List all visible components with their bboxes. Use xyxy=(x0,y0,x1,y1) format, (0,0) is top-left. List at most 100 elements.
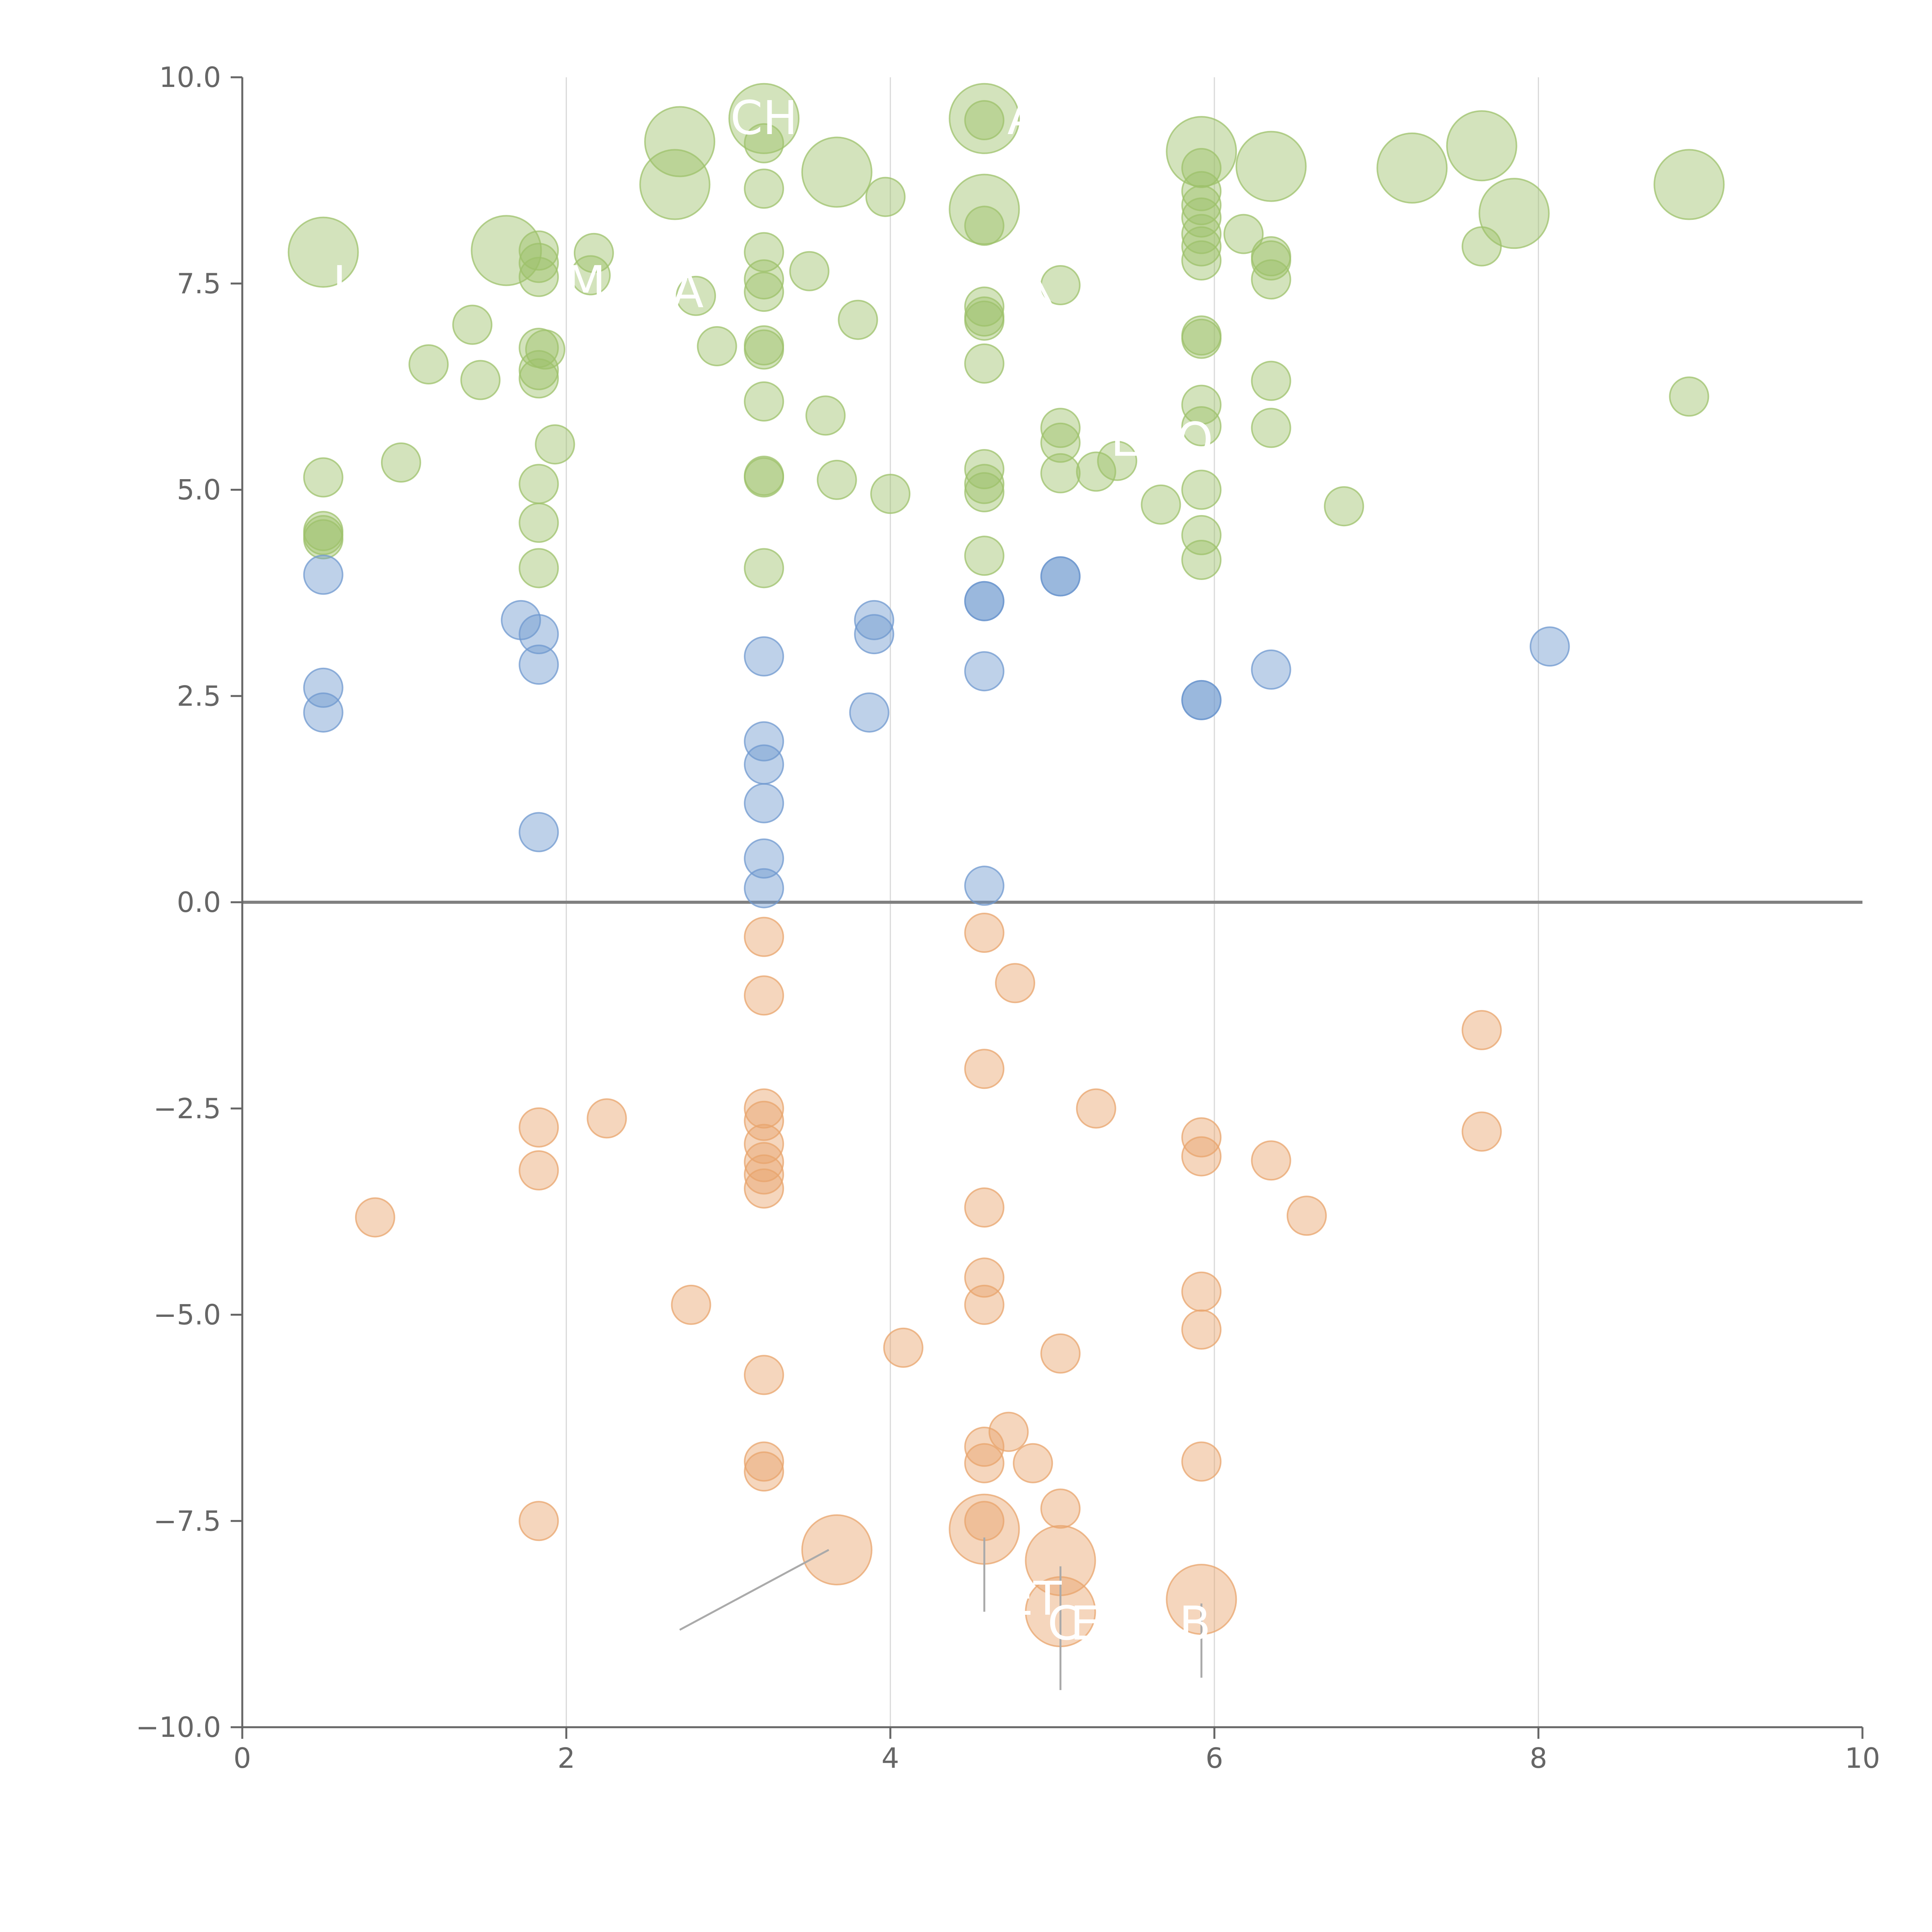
x-tick-label: 6 xyxy=(1206,1742,1223,1774)
green-point xyxy=(964,343,1005,384)
green-point xyxy=(1324,486,1364,527)
green-point xyxy=(789,251,830,291)
blue-point xyxy=(1040,556,1081,597)
green-point xyxy=(519,257,559,297)
green-point xyxy=(519,243,559,283)
green-point xyxy=(964,449,1005,490)
point-label: A xyxy=(1007,92,1039,145)
y-tick-label: −5.0 xyxy=(153,1299,221,1331)
orange-point xyxy=(744,1168,784,1209)
green-point xyxy=(287,216,359,288)
label-leader-lines xyxy=(679,1537,1202,1690)
orange-point xyxy=(964,1187,1005,1228)
orange-point xyxy=(964,1049,1005,1089)
green-point xyxy=(519,358,559,399)
orange-point xyxy=(1040,1488,1081,1529)
green-point xyxy=(1141,484,1181,525)
orange-point xyxy=(744,1100,784,1141)
green-point xyxy=(408,344,449,384)
green-point xyxy=(1653,149,1725,220)
orange-point xyxy=(587,1098,627,1139)
orange-point xyxy=(964,912,1005,953)
green-point xyxy=(1181,384,1222,425)
blue-point xyxy=(854,614,895,655)
blue-point xyxy=(303,667,344,708)
leader-line xyxy=(679,1549,830,1631)
green-point xyxy=(1181,240,1222,281)
green-point xyxy=(644,106,716,177)
orange-point xyxy=(1181,1136,1222,1177)
blue-point xyxy=(964,651,1005,692)
green-point xyxy=(1181,226,1222,267)
green-point xyxy=(744,329,784,370)
blue-point xyxy=(519,812,559,852)
green-point xyxy=(1251,259,1291,300)
orange-point xyxy=(1461,1111,1502,1152)
orange-point xyxy=(883,1327,923,1368)
y-tick-label: 2.5 xyxy=(177,680,221,712)
point-label: A xyxy=(672,265,704,318)
point-label: E xyxy=(1070,1597,1099,1651)
blue-point xyxy=(303,692,344,733)
green-point xyxy=(1461,226,1502,267)
point-label: CH xyxy=(730,92,798,145)
orange-point xyxy=(744,1154,784,1195)
point-label: I xyxy=(333,257,346,310)
green-point xyxy=(870,474,911,514)
point-label: M xyxy=(566,257,606,310)
y-tick-label: −2.5 xyxy=(153,1092,221,1125)
green-point xyxy=(1669,376,1709,417)
point-label: ╲ xyxy=(1023,256,1056,310)
orange-point xyxy=(988,1412,1029,1452)
x-tick-label: 0 xyxy=(233,1742,251,1774)
green-point xyxy=(1181,406,1222,447)
blue-point xyxy=(744,636,784,677)
green-point xyxy=(744,548,784,588)
blue-point xyxy=(744,868,784,908)
x-tick-label: 2 xyxy=(558,1742,575,1774)
green-point xyxy=(452,304,493,345)
green-point xyxy=(1181,148,1222,188)
orange-point xyxy=(1461,1010,1502,1050)
x-tick-label: 10 xyxy=(1845,1742,1880,1774)
green-point xyxy=(964,206,1005,246)
green-point xyxy=(1181,515,1222,555)
orange-point xyxy=(744,1124,784,1164)
blue-point xyxy=(744,783,784,823)
green-point xyxy=(1181,185,1222,225)
green-point xyxy=(639,149,711,220)
green-point xyxy=(303,457,344,498)
blue-point xyxy=(964,581,1005,621)
green-point xyxy=(744,272,784,312)
blue-point xyxy=(1251,649,1291,690)
orange-point xyxy=(1040,1333,1081,1374)
green-point xyxy=(519,502,559,543)
blue-point xyxy=(501,600,541,640)
green-point xyxy=(838,299,878,340)
green-point xyxy=(949,83,1020,154)
blue-point xyxy=(1181,680,1222,720)
orange-point xyxy=(964,1284,1005,1325)
green-point xyxy=(1478,178,1550,249)
orange-point xyxy=(519,1501,559,1541)
green-point xyxy=(1040,408,1081,448)
point-label: E xyxy=(1111,413,1140,467)
green-point xyxy=(1251,361,1291,401)
blue-point xyxy=(849,692,889,733)
blue-point xyxy=(519,645,559,685)
green-point xyxy=(801,136,872,208)
green-point xyxy=(460,360,501,400)
green-point xyxy=(1181,469,1222,510)
y-tick-label: −10.0 xyxy=(136,1711,221,1743)
green-point xyxy=(1223,214,1264,254)
green-point xyxy=(744,259,784,300)
point-label: ET xyxy=(1004,1572,1062,1626)
green-point xyxy=(1181,318,1222,359)
green-point xyxy=(744,123,784,163)
green-point xyxy=(1376,132,1448,204)
orange-point xyxy=(744,1441,784,1482)
green-point xyxy=(1181,197,1222,238)
green-point xyxy=(744,168,784,209)
green-point xyxy=(964,472,1005,512)
